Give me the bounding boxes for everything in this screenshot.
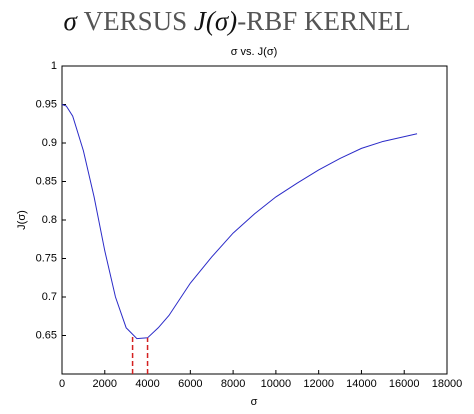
x-tick-label: 0 xyxy=(59,378,65,390)
x-tick-label: 10000 xyxy=(261,378,292,390)
y-tick-label: 0.7 xyxy=(42,291,57,303)
title-part: -RBF KERNEL xyxy=(237,6,410,36)
x-tick-label: 2000 xyxy=(93,378,117,390)
x-tick-label: 8000 xyxy=(221,378,245,390)
x-tick-label: 18000 xyxy=(432,378,463,390)
y-tick-label: 0.75 xyxy=(36,252,57,264)
line xyxy=(61,104,418,340)
x-tick-label: 4000 xyxy=(135,378,159,390)
x-tick-label: 16000 xyxy=(389,378,420,390)
y-tick-label: 0.9 xyxy=(42,137,57,149)
y-tick-label: 0.85 xyxy=(36,175,57,187)
title-part: σ xyxy=(64,6,79,36)
x-axis-label: σ xyxy=(251,396,258,408)
chart-title: σ vs. J(σ) xyxy=(231,46,278,58)
x-tick-label: 6000 xyxy=(178,378,202,390)
y-axis-label: J(σ) xyxy=(16,210,28,230)
title-part: J(σ) xyxy=(194,6,237,36)
y-tick-label: 0.65 xyxy=(36,329,57,341)
plot-frame xyxy=(61,65,448,375)
x-tick-label: 14000 xyxy=(346,378,377,390)
y-tick-label: 1 xyxy=(51,60,57,72)
title-part: VERSUS xyxy=(84,6,188,36)
slide-title: σ VERSUS J(σ)-RBF KERNEL xyxy=(64,6,411,36)
y-tick-label: 0.8 xyxy=(42,214,57,226)
x-tick-label: 12000 xyxy=(303,378,334,390)
y-tick-label: 0.95 xyxy=(36,98,57,110)
